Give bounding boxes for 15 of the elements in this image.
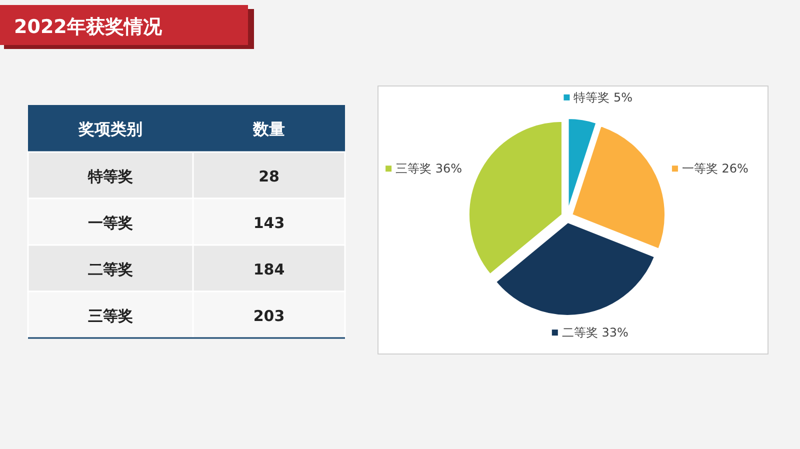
legend-label: 特等奖 5%: [574, 90, 633, 104]
text: 数量: [252, 120, 285, 138]
legend-label: 三等奖 36%: [396, 162, 462, 176]
text: 一等奖: [88, 214, 133, 232]
text: 184: [253, 260, 285, 278]
text: 奖项类别: [78, 120, 142, 138]
text: 三等奖: [88, 306, 133, 325]
text: 28: [258, 167, 280, 186]
text: 二等奖: [88, 260, 133, 278]
text: 143: [253, 214, 285, 232]
text: 203: [253, 306, 285, 325]
text: 特等奖: [87, 167, 133, 186]
legend-label: 一等奖 26%: [682, 162, 748, 176]
text: 2022年获奖情况: [14, 16, 163, 38]
legend-label: 二等奖 33%: [562, 326, 628, 340]
